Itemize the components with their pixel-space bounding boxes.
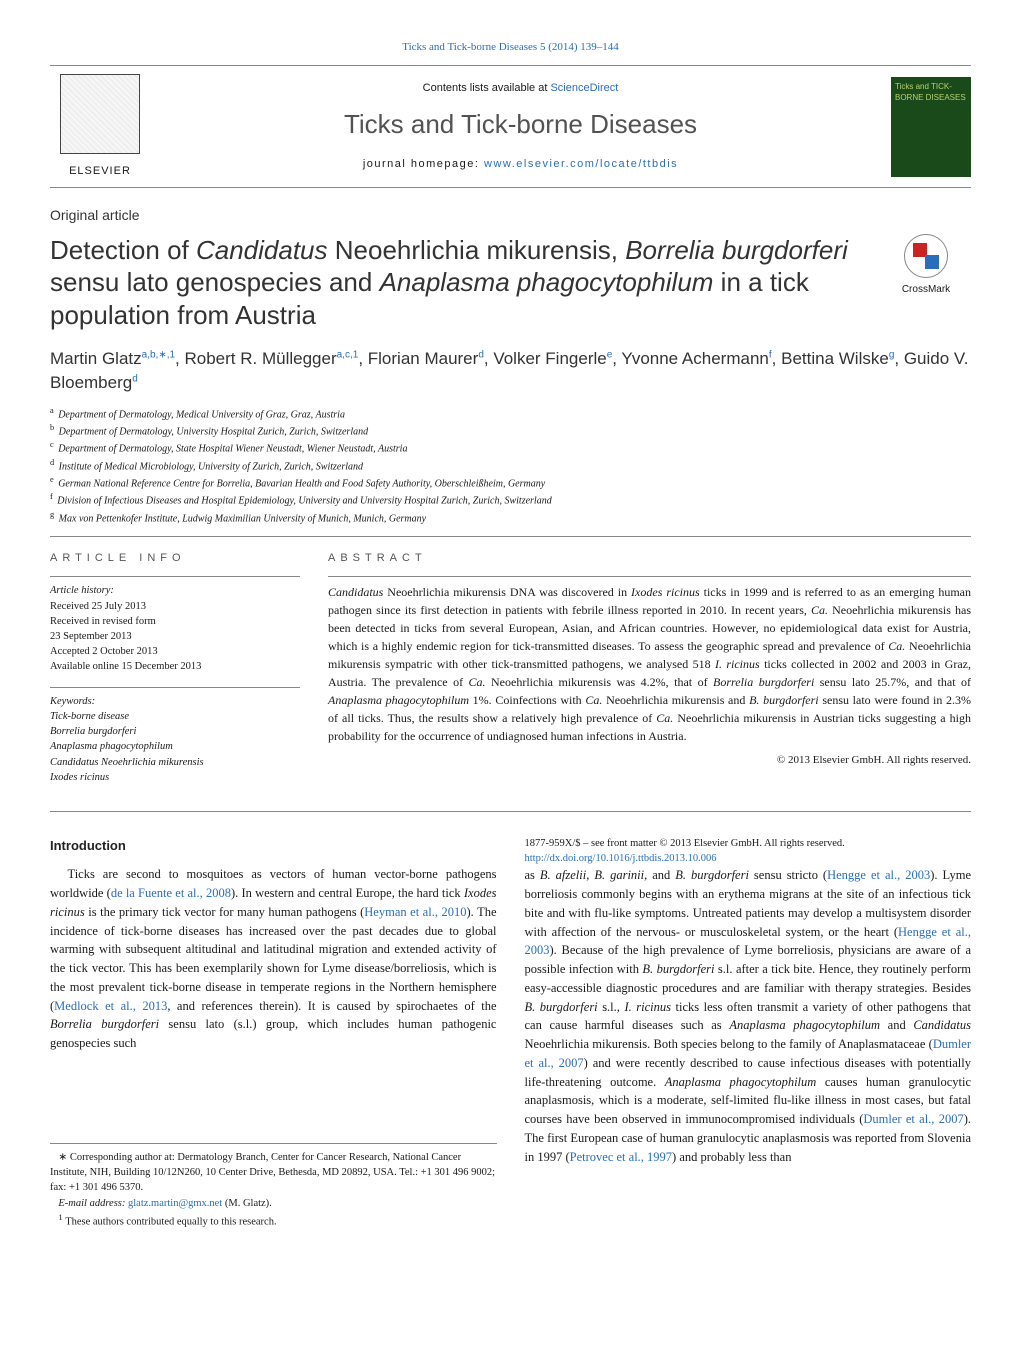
keyword: Borrelia burgdorferi — [50, 724, 300, 739]
elsevier-tree-icon — [60, 74, 140, 154]
affiliation: Division of Infectious Diseases and Hosp… — [57, 496, 551, 507]
keyword: Anaplasma phagocytophilum — [50, 739, 300, 754]
sciencedirect-link[interactable]: ScienceDirect — [550, 82, 618, 94]
keywords-label: Keywords: — [50, 694, 300, 709]
header-citation: Ticks and Tick-borne Diseases 5 (2014) 1… — [50, 40, 971, 55]
article-info-column: article info Article history: Received 2… — [50, 551, 300, 797]
journal-bar: ELSEVIER Contents lists available at Sci… — [50, 65, 971, 188]
affiliation: Department of Dermatology, Medical Unive… — [58, 409, 345, 420]
history-item: Available online 15 December 2013 — [50, 659, 300, 674]
history-item: Accepted 2 October 2013 — [50, 644, 300, 659]
equal-contribution-note: 1 These authors contributed equally to t… — [50, 1211, 497, 1230]
author-aff-link[interactable]: d — [132, 373, 138, 384]
author-aff-link[interactable]: a,b,∗,1 — [142, 349, 175, 360]
citation-link[interactable]: de la Fuente et al., 2008 — [111, 886, 231, 900]
journal-name: Ticks and Tick-borne Diseases — [150, 106, 891, 142]
crossmark-label: CrossMark — [881, 283, 971, 297]
author-aff-link[interactable]: a,c,1 — [337, 349, 359, 360]
publisher-logo: ELSEVIER — [50, 74, 150, 179]
homepage-prefix: journal homepage: — [363, 158, 484, 170]
footer-meta: 1877-959X/$ – see front matter © 2013 El… — [525, 836, 972, 866]
affiliation: Department of Dermatology, University Ho… — [59, 426, 368, 437]
citation-link[interactable]: Hengge et al., 2003 — [827, 868, 930, 882]
affiliations: a Department of Dermatology, Medical Uni… — [50, 405, 971, 537]
contents-line: Contents lists available at ScienceDirec… — [150, 81, 891, 96]
abstract-heading: abstract — [328, 551, 971, 566]
author-aff-link[interactable]: f — [769, 349, 772, 360]
history-item: 23 September 2013 — [50, 629, 300, 644]
corresponding-author-note: ∗ Corresponding author at: Dermatology B… — [50, 1150, 497, 1196]
author: Florian Maurer — [368, 349, 479, 368]
introduction-heading: Introduction — [50, 836, 497, 856]
history-item: Received 25 July 2013 — [50, 599, 300, 614]
affiliation: Max von Pettenkofer Institute, Ludwig Ma… — [59, 513, 426, 524]
citation-link[interactable]: Heyman et al., 2010 — [364, 905, 466, 919]
history-label: Article history: — [50, 583, 300, 598]
keywords: Keywords: Tick-borne disease Borrelia bu… — [50, 687, 300, 785]
citation-link[interactable]: Dumler et al., 2007 — [863, 1112, 963, 1126]
article-type: Original article — [50, 206, 971, 226]
article-title: Detection of Candidatus Neoehrlichia mik… — [50, 234, 861, 332]
email-note: E-mail address: glatz.martin@gmx.net (M.… — [50, 1196, 497, 1211]
crossmark-widget[interactable]: CrossMark — [881, 234, 971, 297]
abstract-copyright: © 2013 Elsevier GmbH. All rights reserve… — [328, 753, 971, 768]
doi-link[interactable]: http://dx.doi.org/10.1016/j.ttbdis.2013.… — [525, 853, 717, 864]
author-aff-link[interactable]: d — [478, 349, 484, 360]
author-aff-link[interactable]: e — [607, 349, 613, 360]
history-item: Received in revised form — [50, 614, 300, 629]
email-link[interactable]: glatz.martin@gmx.net — [128, 1198, 222, 1209]
journal-center: Contents lists available at ScienceDirec… — [150, 81, 891, 172]
citation-link[interactable]: Medlock et al., 2013 — [54, 999, 167, 1013]
issn-line: 1877-959X/$ – see front matter © 2013 El… — [525, 836, 972, 851]
affiliation: Institute of Medical Microbiology, Unive… — [59, 461, 363, 472]
citation-link[interactable]: Petrovec et al., 1997 — [570, 1150, 672, 1164]
author: Robert R. Müllegger — [185, 349, 337, 368]
author: Yvonne Achermann — [621, 349, 768, 368]
crossmark-icon — [904, 234, 948, 278]
article-info-heading: article info — [50, 551, 300, 566]
author: Volker Fingerle — [493, 349, 606, 368]
abstract-column: abstract Candidatus Neoehrlichia mikuren… — [328, 551, 971, 797]
contents-prefix: Contents lists available at — [423, 82, 551, 94]
affiliation: Department of Dermatology, State Hospita… — [58, 444, 407, 455]
body-text: Introduction Ticks are second to mosquit… — [50, 836, 971, 1230]
abstract-text: Candidatus Neoehrlichia mikurensis DNA w… — [328, 576, 971, 745]
body-paragraph: Ticks are second to mosquitoes as vector… — [50, 865, 497, 1053]
affiliation: German National Reference Centre for Bor… — [58, 478, 545, 489]
keyword: Candidatus Neoehrlichia mikurensis — [50, 755, 300, 770]
homepage-line: journal homepage: www.elsevier.com/locat… — [150, 157, 891, 172]
body-paragraph: as B. afzelii, B. garinii, and B. burgdo… — [525, 866, 972, 1166]
homepage-link[interactable]: www.elsevier.com/locate/ttbdis — [484, 158, 678, 170]
keyword: Tick-borne disease — [50, 709, 300, 724]
keyword: Ixodes ricinus — [50, 770, 300, 785]
publisher-label: ELSEVIER — [50, 164, 150, 179]
article-history: Article history: Received 25 July 2013 R… — [50, 576, 300, 674]
footnotes: ∗ Corresponding author at: Dermatology B… — [50, 1143, 497, 1230]
header-citation-link[interactable]: Ticks and Tick-borne Diseases 5 (2014) 1… — [402, 41, 619, 53]
author: Martin Glatz — [50, 349, 142, 368]
author-aff-link[interactable]: g — [889, 349, 895, 360]
author: Bettina Wilske — [781, 349, 889, 368]
journal-cover-thumbnail: Ticks and TICK-BORNE DISEASES — [891, 77, 971, 177]
authors-list: Martin Glatza,b,∗,1, Robert R. Müllegger… — [50, 347, 971, 395]
